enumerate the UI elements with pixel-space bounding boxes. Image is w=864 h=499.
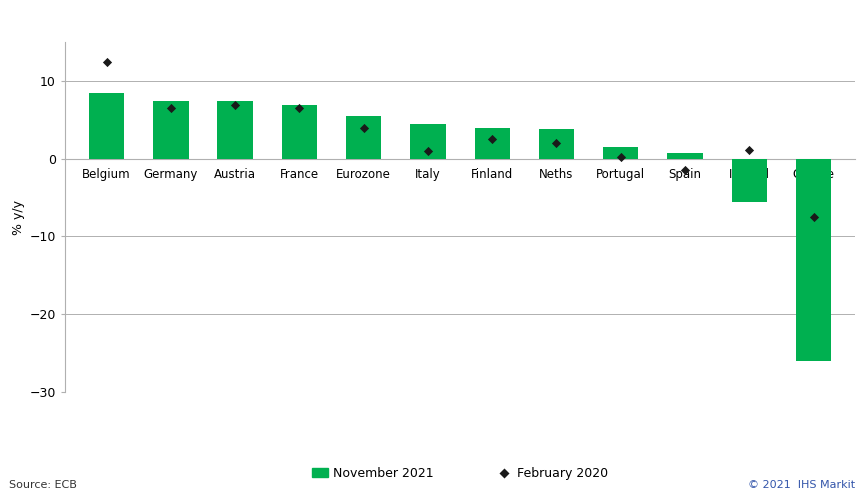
Point	[486, 135, 499, 143]
Point	[293, 104, 307, 112]
Bar	[410, 124, 446, 159]
Point	[550, 139, 563, 147]
Bar	[346, 116, 381, 159]
Point	[164, 104, 178, 112]
Y-axis label: % y/y: % y/y	[12, 200, 25, 235]
Point	[99, 58, 113, 66]
Point	[357, 124, 371, 132]
Point	[613, 153, 627, 161]
Bar	[796, 159, 831, 361]
Bar	[732, 159, 767, 202]
Text: Source: ECB: Source: ECB	[9, 480, 77, 490]
Point	[228, 100, 242, 108]
Text: © 2021  IHS Markit: © 2021 IHS Markit	[748, 480, 855, 490]
Text: Loan growth to households for house purchase: Loan growth to households for house purc…	[9, 10, 435, 25]
Bar	[474, 128, 510, 159]
Bar	[282, 104, 317, 159]
Bar	[603, 147, 638, 159]
Point	[742, 146, 756, 154]
Bar	[218, 101, 253, 159]
Legend: November 2021, February 2020: November 2021, February 2020	[307, 462, 613, 485]
Bar	[539, 129, 575, 159]
Point	[421, 147, 435, 155]
Bar	[667, 153, 702, 159]
Bar	[153, 101, 188, 159]
Point	[807, 213, 821, 221]
Bar	[89, 93, 124, 159]
Point	[678, 167, 692, 175]
